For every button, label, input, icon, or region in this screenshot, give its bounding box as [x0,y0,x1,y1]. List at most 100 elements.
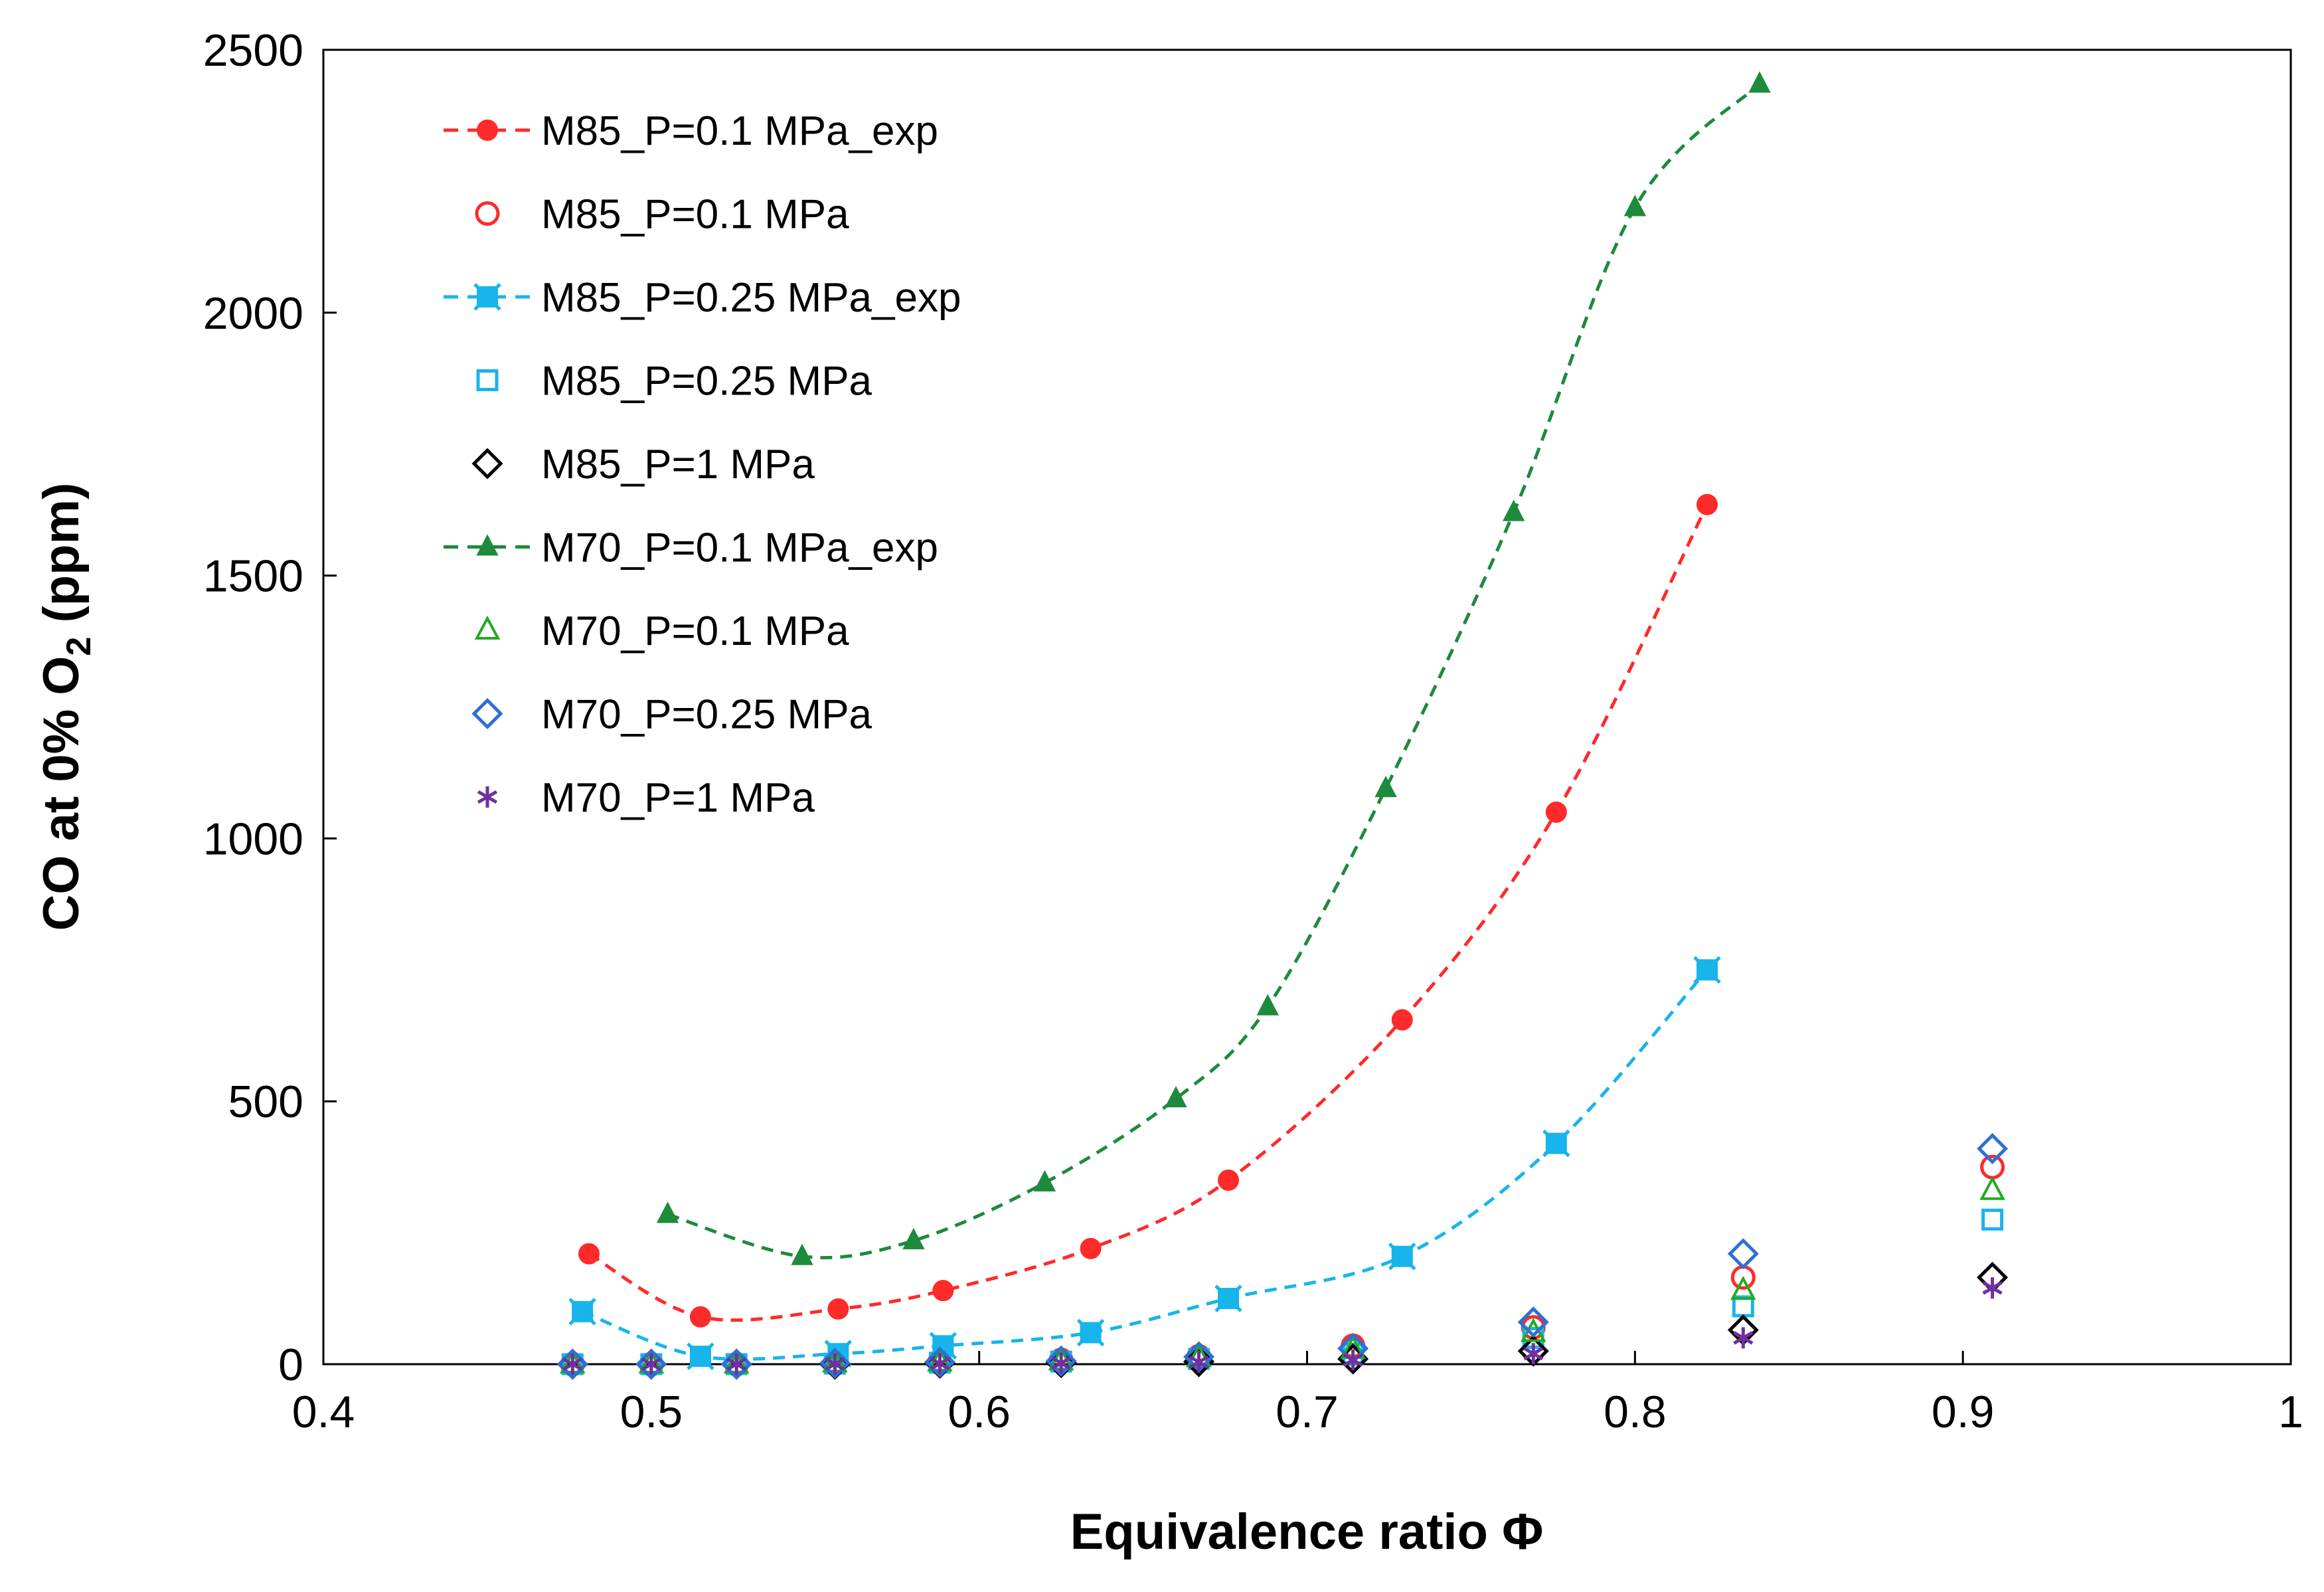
data-point [1217,1169,1239,1191]
data-point [1979,1176,2005,1200]
legend-marker [471,448,503,480]
square-marker-cross [1693,956,1721,984]
data-point [1623,195,1646,217]
x-axis-ticks: 0.4 0.5 0.6 0.7 0.8 0.9 1 [292,1351,2303,1437]
data-point [932,1280,954,1302]
y-axis-title: CO at 0% O2 (ppm) [33,483,98,931]
data-point [562,1354,583,1375]
square-marker-cross [1388,1242,1416,1271]
data-point [1388,1242,1416,1271]
data-point [656,1201,679,1223]
x-tick-label: 0.7 [1276,1387,1339,1437]
x-tick-label: 0.8 [1604,1387,1667,1437]
legend: M85_P=0.1 MPa_exp M85_P=0.1 MPa M85_P=0.25… [444,108,961,821]
data-point [1693,956,1721,984]
legend-marker [476,534,499,556]
data-point [641,1354,661,1375]
series-6-markers [656,71,1771,1265]
data-point [1981,1208,2004,1231]
x-tick-label: 0.4 [292,1387,355,1437]
series-3-markers [568,956,1721,1370]
x-tick-label: 0.6 [948,1387,1011,1437]
y-tick-label: 500 [228,1077,303,1127]
data-point [1343,1349,1363,1371]
data-point [1727,1238,1759,1270]
legend-label: M85_P=0.25 MPa_exp [541,275,961,321]
data-point [1542,1129,1570,1158]
legend-marker [477,786,498,808]
data-point [791,1243,813,1265]
legend-label: M85_P=0.1 MPa_exp [541,108,938,154]
data-point [902,1227,925,1249]
series-3-line [582,968,1708,1361]
data-point [1076,1318,1105,1347]
data-point [1748,71,1771,93]
data-point [689,1306,711,1328]
data-point [930,1353,950,1375]
y-tick-label: 1500 [203,551,303,602]
square-marker-cross [1542,1129,1570,1158]
data-point [1696,493,1718,515]
legend-label: M85_P=1 MPa [541,442,815,487]
x-tick-label: 0.5 [620,1387,683,1437]
legend-item: M85_P=0.25 MPa [476,359,872,404]
data-point [1214,1284,1242,1312]
data-point [578,1243,600,1265]
data-point [1165,1086,1187,1108]
legend-label: M70_P=1 MPa [541,775,815,821]
legend-marker [476,369,499,391]
data-point [1517,1335,1549,1367]
square-marker-cross [473,283,501,311]
legend-label: M70_P=0.1 MPa_exp [541,525,938,571]
data-point [726,1354,747,1375]
y-tick-label: 2000 [203,288,303,339]
legend-item: M85_P=0.1 MPa [475,192,849,238]
y-tick-label: 1000 [203,814,303,864]
x-axis-title: Equivalence ratio Φ [1070,1504,1544,1560]
data-point [1033,1170,1056,1192]
data-point [1045,1345,1077,1377]
legend-marker [474,615,501,640]
x-tick-label: 0.9 [1932,1387,1995,1437]
square-marker-cross [1076,1318,1105,1347]
data-point [825,1354,845,1375]
legend-item: M70_P=0.25 MPa [471,692,872,738]
legend-item: M70_P=0.1 MPa_exp [444,525,938,571]
legend-item: M70_P=1 MPa [477,775,815,821]
data-point [1391,1009,1413,1031]
data-point [568,1298,596,1326]
data-point [687,1342,714,1370]
legend-marker [473,283,501,311]
series-9-markers [562,1277,2003,1375]
legend-item: M70_P=0.1 MPa [474,608,849,654]
series-1-markers [578,493,1718,1328]
legend-item: M85_P=1 MPa [471,442,815,487]
data-point [1977,1132,2009,1164]
data-point [1374,776,1397,798]
x-tick-label: 1 [2278,1387,2303,1437]
legend-label: M85_P=0.25 MPa [541,359,872,404]
data-point [1189,1351,1209,1373]
data-point [1080,1237,1102,1259]
data-point [1982,1277,2003,1299]
y-axis-ticks: 0 500 1000 1500 2000 2500 [203,25,337,1390]
legend-marker [477,120,498,141]
y-tick-label: 2500 [203,25,303,76]
legend-item: M85_P=0.25 MPa_exp [444,275,961,321]
y-axis-title-subscript: 2 [60,637,98,656]
legend-marker [471,697,503,730]
legend-item: M85_P=0.1 MPa_exp [444,108,938,154]
series-points [556,71,2009,1380]
data-point [924,1346,955,1378]
data-point [1545,801,1567,823]
y-axis-title-unit: (ppm) [33,483,90,637]
y-axis-title-main: CO at 0% O [33,656,90,931]
legend-label: M70_P=0.25 MPa [541,692,872,738]
data-point [1502,499,1525,521]
data-point [1051,1352,1072,1374]
data-point [1517,1306,1549,1338]
square-marker-cross [687,1342,714,1370]
data-point [1256,994,1279,1016]
